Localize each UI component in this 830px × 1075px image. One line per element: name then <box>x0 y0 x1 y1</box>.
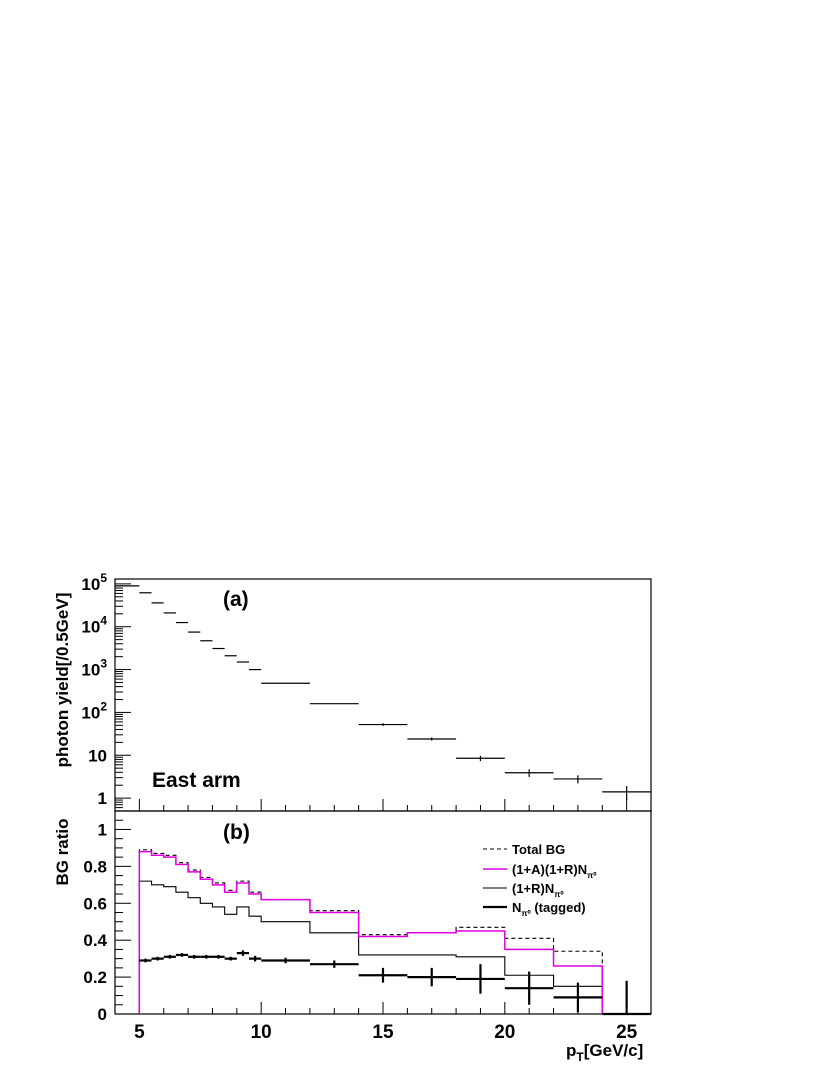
legend-entry: Total BG <box>512 842 565 857</box>
y-tick-label: 1 <box>98 820 107 839</box>
panel-a-bins <box>115 585 651 801</box>
panel-a-ylabel: photon yield[/0.5GeV] <box>53 593 72 768</box>
x-axis-title-unit: [GeV/c] <box>584 1041 644 1060</box>
y-tick-label: 0.2 <box>83 968 107 987</box>
x-axis-title-main: p <box>566 1041 576 1060</box>
series-1pR-npi0 <box>138 880 603 1014</box>
panel-b-label: (b) <box>223 821 250 844</box>
panel-a-y-axis: 1 10 102 103 104 105 <box>81 571 131 812</box>
x-tick-label: 20 <box>494 1022 515 1043</box>
panel-a: 1 10 102 103 104 105 (a) East arm photon yiel… <box>53 571 652 812</box>
y-tick-label: 0.6 <box>83 894 107 913</box>
x-tick-label: 5 <box>134 1022 145 1043</box>
panel-a-annotation: East arm <box>152 769 241 792</box>
y-tick-label: 0 <box>98 1005 107 1024</box>
y-tick-label: 0.4 <box>83 931 107 950</box>
legend-entry: (1+A)(1+R)Nπ⁰ <box>512 862 597 880</box>
series-total-bg <box>138 849 603 1014</box>
panel-b-series <box>138 849 651 1016</box>
y-tick-label: 103 <box>81 657 107 680</box>
legend-entry: (1+R)Nπ⁰ <box>512 881 564 899</box>
x-tick-label: 25 <box>616 1022 638 1043</box>
x-tick-label: 10 <box>251 1022 272 1043</box>
y-tick-label: 10 <box>88 746 107 765</box>
panel-b-ylabel: BG ratio <box>53 818 72 885</box>
y-tick-label: 104 <box>81 614 107 637</box>
series-1pA-1pR-npi0 <box>138 850 604 1014</box>
x-axis-title: pT[GeV/c] <box>566 1041 643 1064</box>
y-tick-label: 0.8 <box>83 857 107 876</box>
y-tick-label: 102 <box>81 699 107 722</box>
y-tick-label: 105 <box>81 571 107 594</box>
x-axis-title-sub: T <box>576 1050 584 1064</box>
panel-a-label: (a) <box>223 588 249 611</box>
y-tick-label: 1 <box>98 789 107 808</box>
panel-b: 00.20.40.60.81 5 10 15 20 25 (b) BG ratio pT… <box>53 810 652 1064</box>
panel-b-y-axis: 0 0.2 0.4 0.6 0.8 1 <box>83 810 131 1024</box>
panel-b-x-axis: 5 10 15 20 25 <box>114 1002 652 1043</box>
panel-a-x-ticks <box>114 799 652 811</box>
legend-entry: Nπ⁰ (tagged) <box>512 900 586 918</box>
x-tick-label: 15 <box>372 1022 394 1043</box>
